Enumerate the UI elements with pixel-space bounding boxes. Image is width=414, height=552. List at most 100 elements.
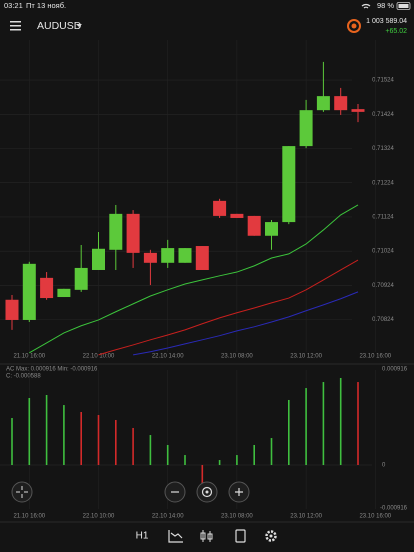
account-icon-dot (351, 23, 357, 29)
time-label: 22.10 10:00 (83, 514, 115, 520)
time-label: 21.10 16:00 (13, 514, 45, 520)
indicator-bar (253, 444, 255, 466)
indicator-min: -0.000916 (380, 506, 408, 512)
indicator-zero: 0 (382, 463, 386, 469)
button-circle (11, 481, 33, 503)
price-label: 0.71024 (372, 249, 394, 255)
indicator-bar (339, 377, 342, 466)
candle-body (265, 222, 278, 236)
indicator-bar (11, 418, 13, 466)
account-icon[interactable] (347, 19, 361, 33)
price-label: 0.70824 (372, 317, 394, 323)
moving-average (98, 259, 359, 356)
indicator-bar (288, 399, 290, 466)
settings-button[interactable] (265, 530, 277, 542)
chart-type-button[interactable] (200, 530, 213, 542)
indicator-bar (322, 382, 325, 466)
candle-body (351, 109, 365, 112)
time-label: 23.10 08:00 (221, 354, 253, 360)
time-label: 23.10 16:00 (359, 514, 391, 520)
candle-body (334, 96, 348, 111)
indicator-bar (305, 388, 307, 466)
candle-body (282, 146, 296, 223)
candle-body (40, 277, 54, 299)
indicators-button[interactable] (168, 530, 183, 543)
candle-body (195, 246, 209, 270)
templates-button[interactable] (235, 529, 246, 543)
indicator-bar (166, 444, 169, 466)
timeframe-button[interactable]: H1 (136, 531, 149, 542)
menu-bar (10, 25, 21, 27)
indicator-bar (270, 438, 273, 466)
status-date: Пт 13 нояб. (26, 1, 66, 10)
indicator-bar (218, 460, 221, 466)
candle-body (230, 213, 244, 218)
time-label: 22.10 14:00 (152, 514, 184, 520)
price-chart: 0.71524 0.71424 0.71324 0.71224 0.71124 0.710… (0, 40, 395, 360)
price-label: 0.71324 (372, 146, 394, 152)
moving-average (133, 291, 359, 356)
price-label: 0.71224 (372, 180, 394, 186)
center-button[interactable] (196, 481, 218, 503)
candle-body (74, 267, 88, 290)
candle-body (22, 263, 36, 320)
indicator-bar (80, 412, 82, 466)
candle-body (299, 110, 313, 147)
status-time: 03:21 (4, 1, 23, 10)
plus-icon (235, 488, 243, 496)
profit: +65.02 (385, 28, 407, 35)
indicator-bar (149, 435, 152, 466)
wifi-icon (361, 3, 371, 9)
crosshair-icon (16, 486, 28, 498)
candle-body (109, 213, 123, 250)
target-icon (201, 486, 213, 498)
indicator-bar (45, 394, 48, 466)
zoom-out-button[interactable] (164, 481, 186, 503)
indicator-bar (132, 427, 134, 466)
indicator-bar (201, 465, 204, 492)
candle-body (247, 215, 261, 236)
crosshair-button[interactable] (11, 481, 33, 503)
indicator-bar (184, 455, 186, 466)
balance: 1 003 589.04 (366, 18, 407, 25)
candle-body (5, 299, 19, 320)
indicator-max: 0.000916 (382, 367, 408, 373)
indicator-bar (97, 415, 100, 466)
status-battery: 98 % (377, 1, 394, 10)
candle-body (316, 96, 330, 111)
candle-body (126, 213, 140, 253)
candle-body (213, 200, 227, 216)
candle-body (178, 248, 192, 263)
battery-icon (396, 2, 411, 10)
candle-body (143, 252, 157, 263)
candle-body (161, 248, 175, 263)
zoom-in-button[interactable] (228, 481, 250, 503)
indicator-current: C: -0.000588 (6, 374, 41, 380)
menu-button[interactable] (10, 21, 21, 31)
time-label: 22.10 10:00 (83, 354, 115, 360)
indicator-bar (357, 382, 359, 466)
indicator-bar (115, 419, 117, 466)
battery-level (398, 4, 409, 8)
price-label: 0.71124 (372, 215, 394, 221)
time-label: 22.10 14:00 (152, 354, 184, 360)
time-label: 23.10 12:00 (290, 354, 322, 360)
indicator-bar (63, 405, 65, 466)
time-label: 23.10 08:00 (221, 514, 253, 520)
indicator-caption: AC Max: 0.000916 Min: -0.000916 (6, 367, 98, 373)
settings-center (269, 534, 273, 538)
price-label: 0.70924 (372, 283, 394, 289)
time-label: 23.10 12:00 (290, 514, 322, 520)
price-label: 0.71424 (372, 112, 394, 118)
time-label: 21.10 16:00 (13, 354, 45, 360)
menu-bar (10, 21, 21, 23)
symbol[interactable]: AUDUSD (37, 20, 82, 32)
moving-average (29, 204, 359, 354)
menu-bar (10, 29, 21, 31)
target-dot (205, 490, 209, 494)
symbol-dropdown[interactable] (76, 24, 82, 27)
indicator-bar (236, 455, 238, 466)
